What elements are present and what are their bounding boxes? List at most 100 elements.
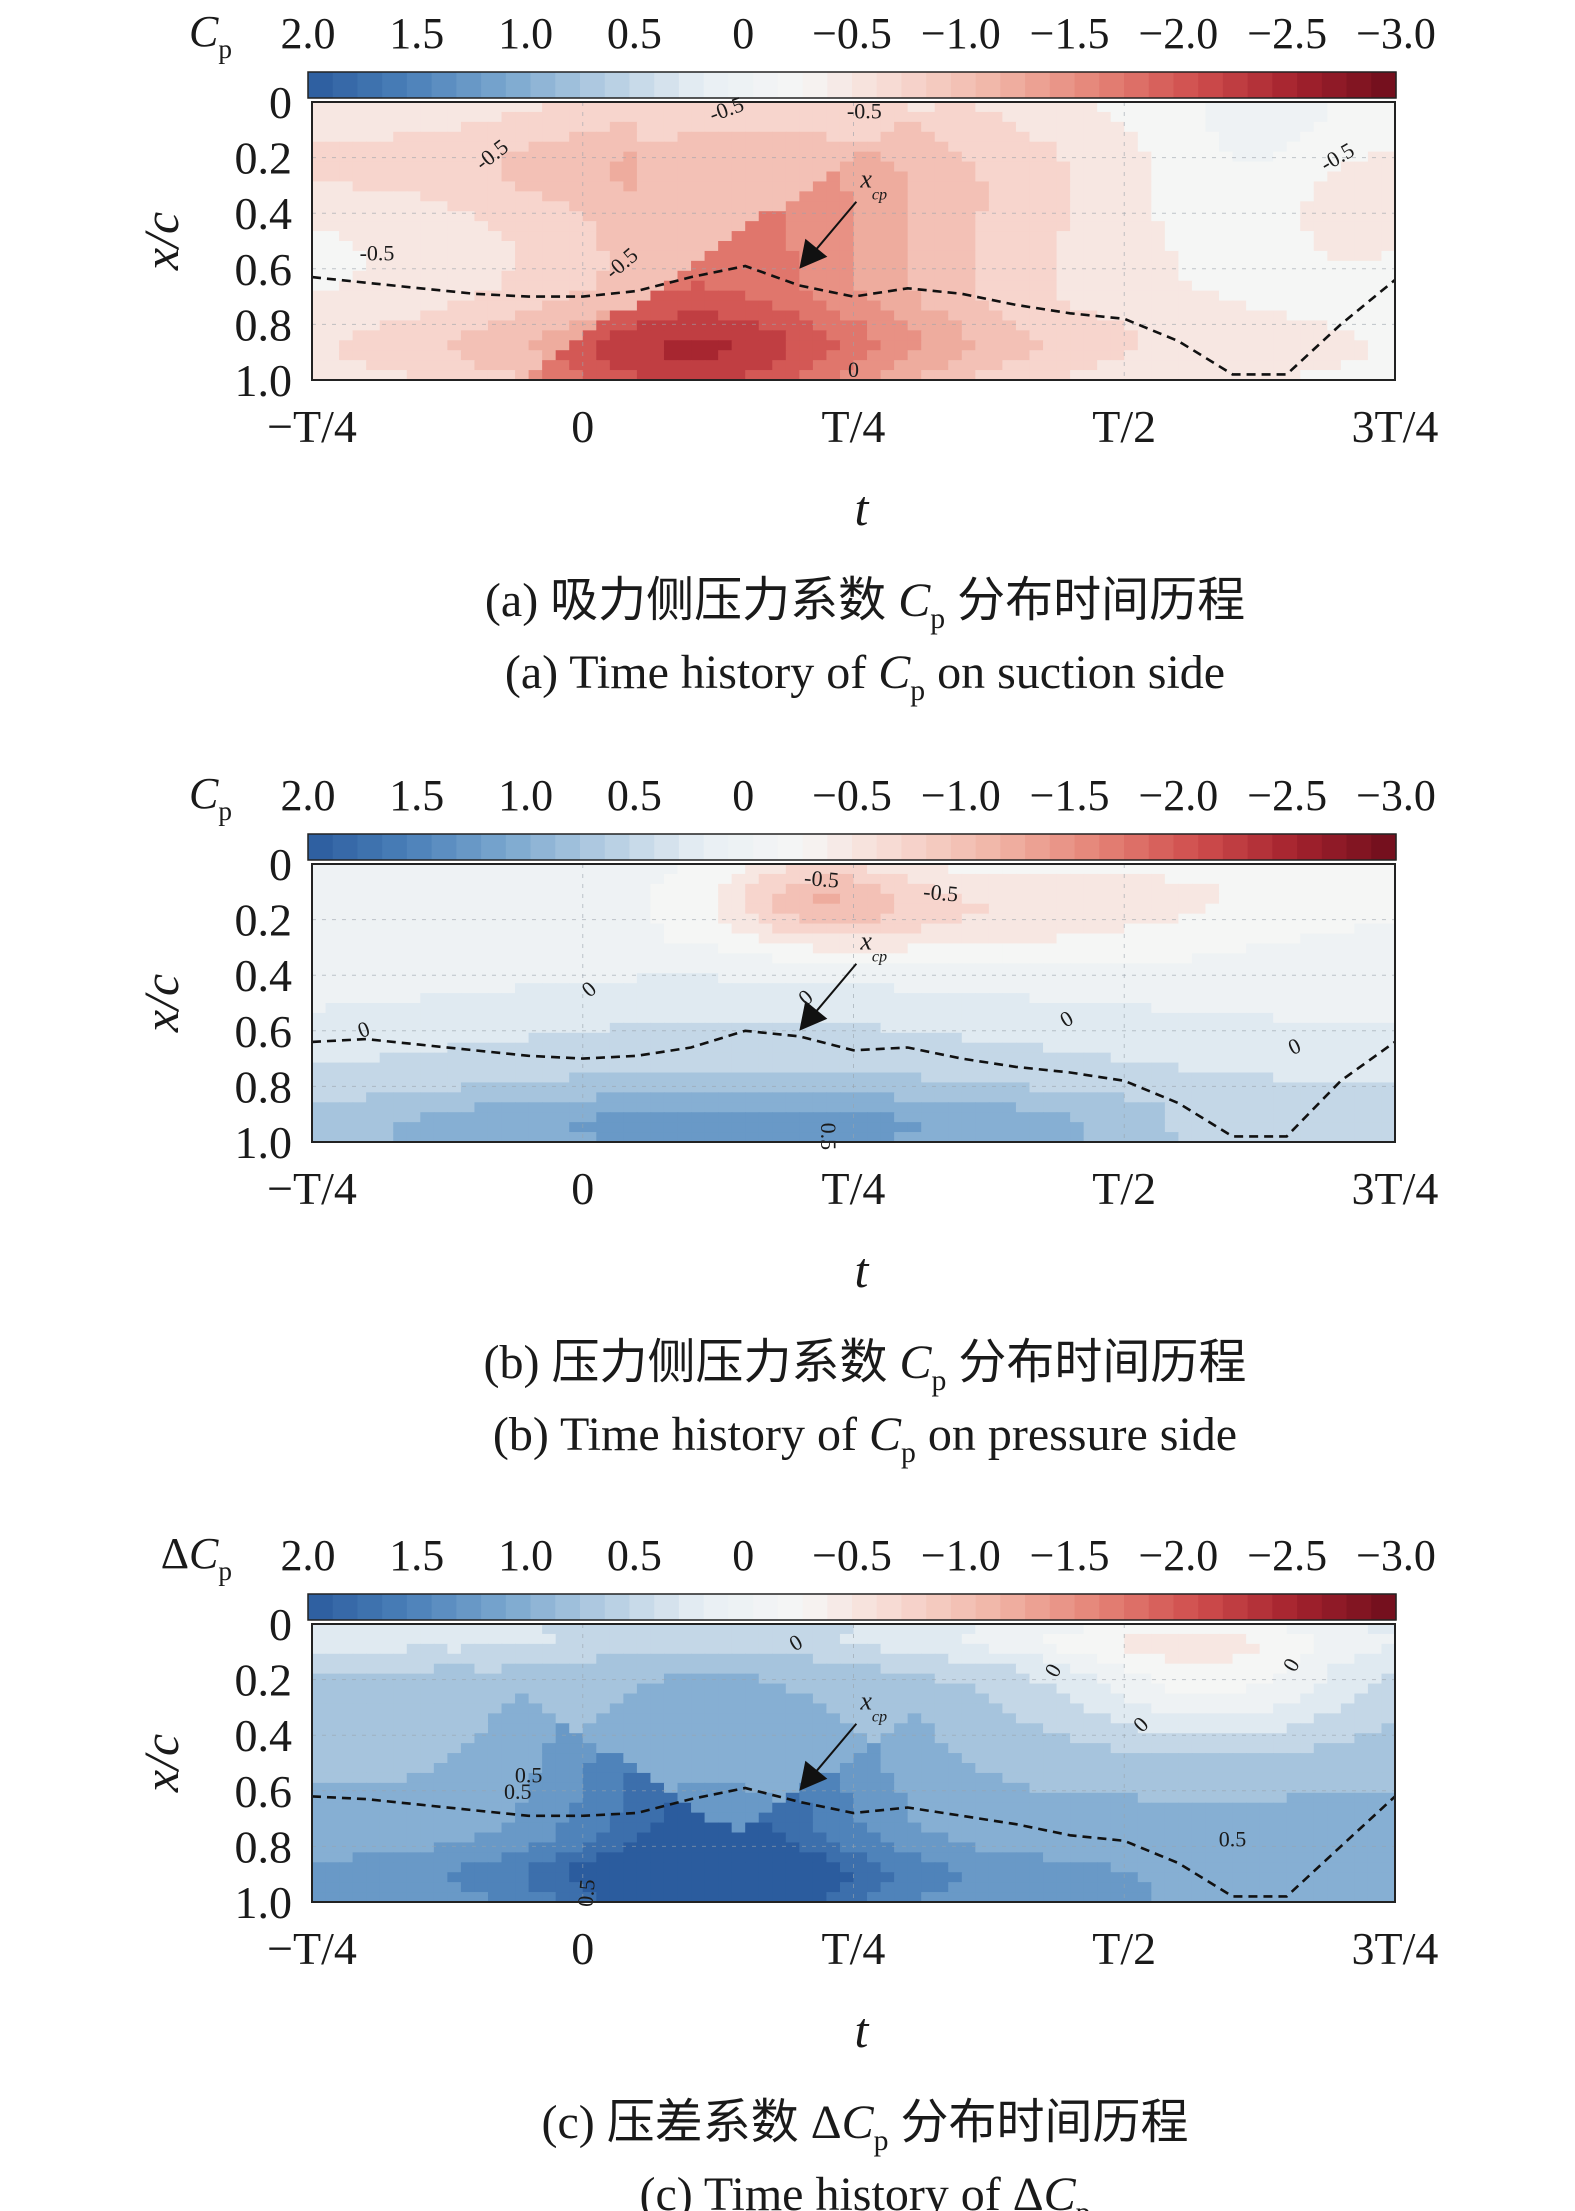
heatmap-cell [1205, 903, 1220, 915]
heatmap-cell [1367, 873, 1383, 885]
heatmap-cell [1313, 1082, 1329, 1094]
heatmap-cell [1259, 231, 1274, 242]
heatmap-cell [1286, 131, 1301, 143]
heatmap-cell [934, 221, 949, 232]
heatmap-cell [1367, 864, 1383, 875]
heatmap-cell [1354, 1102, 1369, 1113]
heatmap-cell [1205, 201, 1220, 212]
heatmap-cell [1300, 1062, 1315, 1074]
heatmap-cell [961, 161, 977, 173]
heatmap-cell [1354, 111, 1369, 123]
heatmap-cell [691, 873, 706, 885]
heatmap-cell [880, 1112, 895, 1123]
heatmap-cell [1259, 260, 1274, 272]
heatmap-cell [1015, 260, 1031, 272]
colorbar-swatch [431, 72, 457, 98]
heatmap-cell [487, 151, 503, 163]
heatmap-cell [961, 1633, 977, 1645]
heatmap-cell [555, 893, 570, 905]
heatmap-cell [1083, 320, 1098, 332]
heatmap-cell [1164, 1082, 1180, 1094]
heatmap-cell [325, 1022, 340, 1034]
heatmap-cell [650, 121, 665, 133]
colorbar-swatch [1247, 72, 1273, 98]
heatmap-cell [569, 1062, 584, 1074]
heatmap-cell [718, 131, 733, 143]
heatmap-cell [569, 913, 584, 925]
heatmap-cell [1340, 290, 1356, 302]
heatmap-cell [934, 943, 949, 955]
heatmap-cell [1191, 1633, 1207, 1645]
heatmap-cell [1354, 221, 1369, 232]
heatmap-cell [812, 1643, 828, 1655]
heatmap-cell [1286, 141, 1301, 153]
heatmap-cell [826, 221, 841, 232]
heatmap-cell [596, 131, 611, 143]
heatmap-cell [515, 111, 530, 123]
heatmap-cell [515, 270, 530, 282]
heatmap-cell [528, 1112, 543, 1123]
heatmap-cell [745, 1062, 760, 1074]
heatmap-cell [772, 191, 787, 202]
heatmap-cell [1029, 893, 1044, 905]
heatmap-cell [1273, 1633, 1288, 1645]
heatmap-cell [366, 1062, 381, 1074]
heatmap-cell [1205, 1122, 1220, 1133]
heatmap-cell [339, 973, 354, 984]
heatmap-cell [312, 340, 327, 351]
heatmap-cell [1002, 161, 1017, 173]
heatmap-cell [596, 241, 611, 252]
colorbar-swatch [950, 1594, 977, 1620]
heatmap-cell [704, 121, 719, 133]
heatmap-cell [934, 893, 949, 905]
heatmap-cell [704, 161, 719, 173]
heatmap-cell [826, 161, 841, 173]
heatmap-cell [799, 973, 814, 984]
heatmap-cell [934, 141, 949, 153]
heatmap-cell [1070, 1082, 1085, 1094]
heatmap-cell [1381, 923, 1396, 935]
heatmap-cell [406, 1082, 421, 1094]
heatmap-cell [582, 953, 597, 964]
heatmap-cell [731, 290, 746, 302]
colorbar-swatch [1321, 834, 1348, 860]
heatmap-cell [596, 1653, 611, 1665]
heatmap-cell [975, 873, 990, 885]
heatmap-cell [1083, 151, 1098, 163]
heatmap-cell [1178, 1032, 1193, 1044]
heatmap-cell [988, 231, 1004, 242]
heatmap-cell [609, 1003, 625, 1014]
heatmap-cell [339, 943, 354, 955]
heatmap-cell [501, 1052, 516, 1064]
heatmap-cell [528, 211, 543, 222]
heatmap-cell [1110, 1112, 1125, 1123]
heatmap-cell [1246, 973, 1261, 984]
heatmap-cell [596, 161, 611, 173]
heatmap-cell [1137, 191, 1153, 202]
heatmap-cell [704, 1092, 719, 1103]
heatmap-cell [1070, 320, 1085, 332]
heatmap-cell [1286, 953, 1301, 964]
heatmap-cell [1015, 280, 1031, 292]
heatmap-cell [1232, 1042, 1247, 1054]
heatmap-cell [501, 1112, 516, 1123]
heatmap-cell [1259, 963, 1274, 974]
colorbar-swatch [728, 1594, 754, 1620]
heatmap-cell [1097, 1633, 1112, 1645]
heatmap-cell [569, 181, 584, 193]
heatmap-cell [650, 320, 665, 332]
heatmap-cell [339, 1653, 354, 1665]
heatmap-cell [528, 983, 543, 994]
heatmap-cell [460, 1003, 476, 1014]
heatmap-cell [1137, 923, 1153, 935]
heatmap-cell [867, 933, 882, 945]
heatmap-cell [1097, 1012, 1112, 1024]
heatmap-cell [1137, 873, 1153, 885]
heatmap-cell [1110, 1624, 1125, 1635]
heatmap-cell [812, 310, 828, 322]
heatmap-cell [1056, 913, 1071, 925]
heatmap-cell [718, 913, 733, 925]
heatmap-cell [799, 290, 814, 302]
heatmap-cell [1164, 1112, 1180, 1123]
heatmap-cell [948, 1082, 963, 1094]
